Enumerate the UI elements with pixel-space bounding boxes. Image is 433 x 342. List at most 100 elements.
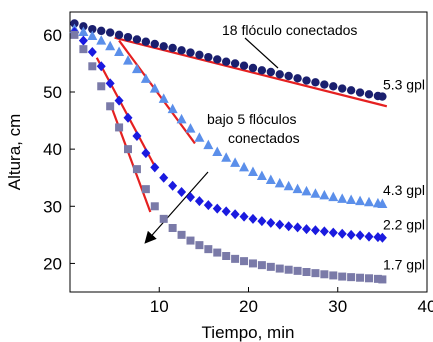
data-point [149,83,160,93]
data-point [310,188,321,198]
trend-line-1 [114,36,388,108]
data-point [176,113,187,124]
data-point [221,57,231,66]
data-point [240,257,249,266]
data-point [97,26,106,36]
annotation-top: 18 flóculo conectados [222,22,357,38]
data-point [203,139,214,150]
trend-line-4 [109,103,152,213]
data-point [266,262,275,271]
data-point [293,74,302,83]
data-point [337,193,348,203]
data-point [132,35,142,44]
data-point [257,216,267,227]
data-point [377,232,387,243]
annotation-mid-line1: bajo 5 flóculos [207,111,297,127]
series-label: 5.3 gpl [383,77,425,93]
data-point [320,270,329,279]
data-point [373,274,382,283]
data-point [231,254,240,263]
data-point [230,157,241,167]
data-point [230,209,240,220]
data-point [132,131,142,141]
data-point [114,95,124,106]
data-point [346,229,356,240]
data-point [123,55,134,65]
series-2 [69,27,387,243]
y-tick-label: 40 [43,140,62,159]
data-point [364,90,374,99]
data-point [257,66,267,75]
data-point [105,40,116,51]
data-point [79,22,88,31]
data-point [177,187,187,197]
data-point [283,180,294,191]
data-point [284,221,294,232]
data-point [355,195,366,206]
data-point [70,19,79,28]
data-point [106,102,115,111]
data-point [275,219,285,230]
data-point [266,67,276,77]
data-point [364,274,373,283]
data-point [177,46,186,55]
data-point [274,177,285,188]
data-point [159,42,168,51]
data-point [222,252,231,260]
data-point [141,148,151,159]
data-point [79,45,88,54]
data-point [195,241,204,250]
data-point [239,61,249,70]
data-point [96,35,107,45]
data-point [355,88,365,97]
annotation-mid-arrow [144,171,209,244]
data-point [248,63,258,73]
data-point [293,266,302,275]
data-point [114,30,124,40]
series-0 [70,19,387,101]
data-point [257,261,266,270]
series-1 [69,23,388,208]
x-tick-label: 30 [328,297,347,316]
data-point [168,224,177,232]
data-point [378,92,387,101]
data-point [167,103,178,114]
data-point [123,112,133,123]
data-point [301,185,312,196]
x-tick-label: 20 [239,297,258,316]
data-point [284,71,293,81]
data-point [212,146,223,156]
data-point [363,196,374,207]
data-point [265,174,276,184]
trend-line-3 [95,57,156,167]
data-point [123,32,133,42]
data-point [356,273,365,282]
data-point [319,189,330,200]
data-point [78,26,89,36]
data-point [168,43,177,53]
series-3 [70,30,387,284]
data-point [248,259,257,268]
data-point [140,73,151,83]
data-point [141,37,151,46]
data-point [328,227,338,238]
data-point [311,78,320,87]
data-point [319,226,329,237]
data-point [221,206,231,217]
series-label: 4.3 gpl [383,182,425,198]
data-point [87,47,97,57]
data-point [239,161,250,172]
data-point [88,62,97,71]
data-point [185,123,196,133]
data-point [337,228,347,239]
data-point [302,224,312,235]
data-point [158,93,169,103]
data-point [292,183,303,194]
data-point [132,165,141,174]
data-point [338,84,347,93]
data-point [124,145,133,154]
data-point [204,52,213,62]
data-point [355,230,365,241]
data-point [131,63,142,74]
data-point [213,55,222,64]
